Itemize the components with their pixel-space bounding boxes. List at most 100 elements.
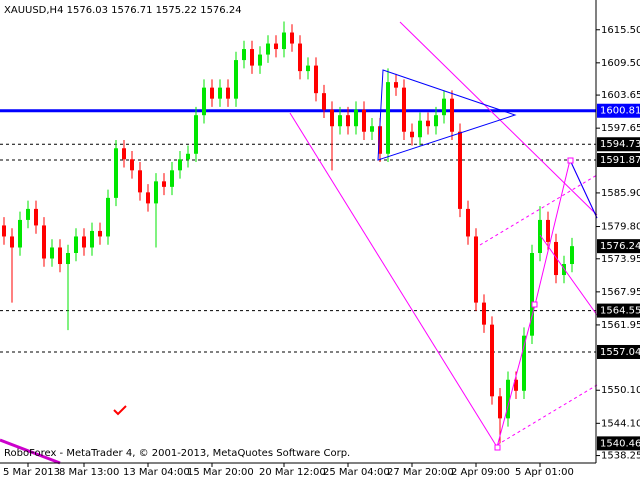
candle-body — [538, 219, 542, 253]
y-tick-label: 1597.65 — [601, 123, 640, 134]
y-tick-label: 1538.25 — [601, 451, 640, 462]
candle-body — [418, 120, 422, 138]
candle-body — [410, 131, 414, 138]
level-label-box — [597, 436, 640, 451]
footer: RoboForex - MetaTrader 4, © 2001-2013, M… — [4, 448, 350, 459]
candle-body — [466, 208, 470, 237]
candle-body — [386, 82, 390, 154]
x-tick-label: 8 Mar 13:00 — [59, 467, 119, 478]
trend-line — [539, 234, 598, 316]
level-label-box — [597, 303, 640, 318]
y-tick-label: 1567.95 — [601, 287, 640, 298]
channel-line — [496, 384, 598, 446]
candle-body — [450, 98, 454, 132]
candle-body — [122, 148, 126, 160]
x-tick-label: 2 Apr 09:00 — [451, 467, 510, 478]
candle-body — [402, 87, 406, 132]
trend-line — [289, 112, 498, 448]
point — [567, 157, 574, 164]
candle-body — [82, 236, 86, 248]
forecast-line — [569, 159, 598, 219]
candle-body — [258, 54, 262, 66]
y-tick-label: 1544.10 — [601, 418, 640, 429]
candle-body — [322, 93, 326, 110]
candle-body — [370, 126, 374, 132]
candle-body — [114, 148, 118, 198]
candle-body — [394, 82, 398, 88]
candle-body — [570, 246, 574, 265]
candle-body — [474, 236, 478, 303]
candle-body — [162, 181, 166, 187]
candle-body — [242, 49, 246, 61]
check-mark — [113, 405, 127, 416]
candle-body — [434, 115, 438, 127]
candle-body — [42, 225, 46, 259]
candle-body — [250, 49, 254, 66]
level-label-box — [597, 103, 640, 118]
y-tick-label: 1550.10 — [601, 385, 640, 396]
candle-body — [282, 32, 286, 50]
x-tick-label: 15 Mar 20:00 — [187, 467, 254, 478]
candle-body — [210, 87, 214, 99]
candle-body — [522, 335, 526, 391]
channel-line — [479, 174, 598, 246]
candle-body — [138, 170, 142, 193]
candle-body — [34, 208, 38, 226]
level-label: 1600.81 — [600, 106, 640, 117]
candle-body — [106, 197, 110, 237]
candle-body — [498, 396, 502, 419]
candle-body — [154, 181, 158, 204]
candle-body — [346, 115, 350, 127]
candle-body — [58, 247, 62, 265]
candle-body — [146, 192, 150, 204]
candle-body — [66, 252, 70, 265]
x-tick-label: 5 Mar 2013 — [3, 467, 60, 478]
y-tick-label: 1609.50 — [601, 58, 640, 69]
level-label: 1576.24 — [600, 241, 640, 252]
candle-body — [554, 241, 558, 276]
candle-body — [514, 379, 518, 391]
point — [494, 444, 501, 451]
candle-body — [354, 109, 358, 127]
candle-body — [74, 236, 78, 253]
x-tick-label: 25 Mar 04:00 — [323, 467, 390, 478]
candle-body — [274, 43, 278, 50]
candle-body — [18, 219, 22, 248]
candle-body — [330, 109, 334, 127]
candle-body — [506, 379, 510, 419]
y-tick-label: 1573.95 — [601, 254, 640, 265]
level-label-box — [597, 239, 640, 254]
trend-lines — [0, 21, 598, 465]
level-label: 1557.04 — [600, 347, 640, 358]
candle-body — [26, 208, 30, 220]
x-tick-label: 27 Mar 20:00 — [387, 467, 454, 478]
candle-body — [234, 60, 238, 99]
candle-body — [546, 219, 550, 242]
candle-body — [194, 115, 198, 154]
y-tick-label: 1579.80 — [601, 222, 640, 233]
level-label: 1540.46 — [600, 438, 640, 449]
candle-body — [426, 120, 430, 127]
candle-body — [314, 65, 318, 94]
y-tick-label: 1603.65 — [601, 90, 640, 101]
candle-body — [2, 225, 6, 237]
candle-body — [170, 170, 174, 187]
candle-body — [186, 153, 190, 160]
x-tick-label: 20 Mar 12:00 — [259, 467, 326, 478]
plot-area — [0, 21, 596, 444]
candle-body — [362, 109, 366, 132]
candle-body — [98, 230, 102, 237]
candle-body — [378, 126, 382, 154]
level-label-box — [597, 344, 640, 359]
point — [531, 301, 538, 308]
x-tick-label: 5 Apr 01:00 — [515, 467, 574, 478]
candle-body — [202, 87, 206, 116]
candle-body — [442, 98, 446, 116]
y-tick-label: 1585.90 — [601, 188, 640, 199]
level-label: 1594.73 — [600, 139, 640, 150]
indicator-line — [0, 438, 61, 465]
candle-body — [530, 252, 534, 336]
chart-header: XAUUSD,H4 1576.03 1576.71 1575.22 1576.2… — [4, 5, 242, 16]
